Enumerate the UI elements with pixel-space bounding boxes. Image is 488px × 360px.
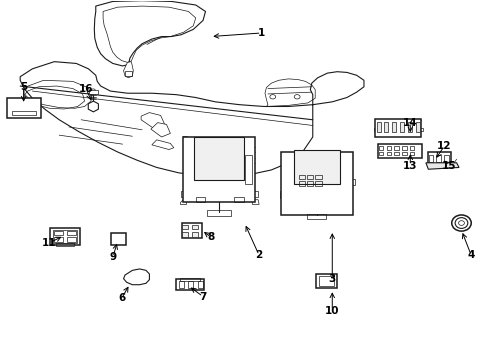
Bar <box>111 233 126 245</box>
Bar <box>298 181 305 186</box>
Bar <box>8 108 13 111</box>
Bar <box>409 146 414 149</box>
Bar <box>386 152 390 155</box>
Bar <box>418 128 423 131</box>
Bar <box>378 152 383 155</box>
Bar <box>67 237 76 242</box>
Polygon shape <box>123 269 149 285</box>
Bar <box>244 155 251 184</box>
Bar <box>194 137 244 180</box>
Polygon shape <box>141 113 165 130</box>
Text: 11: 11 <box>42 238 57 248</box>
Polygon shape <box>123 62 133 78</box>
Text: 16: 16 <box>79 84 93 94</box>
Polygon shape <box>180 200 185 204</box>
Bar <box>53 230 77 243</box>
Polygon shape <box>20 62 363 176</box>
Bar <box>188 282 193 288</box>
Bar <box>427 152 450 165</box>
Bar <box>394 146 398 149</box>
Bar <box>280 152 352 215</box>
Bar <box>315 175 321 179</box>
Bar <box>399 122 403 132</box>
Bar <box>391 122 395 132</box>
Text: 14: 14 <box>402 118 417 128</box>
Polygon shape <box>88 101 98 112</box>
Bar <box>315 181 321 186</box>
Bar <box>54 231 62 235</box>
Bar <box>394 152 398 155</box>
Text: 7: 7 <box>199 292 206 302</box>
Bar <box>207 210 230 216</box>
Bar <box>198 282 203 288</box>
Polygon shape <box>425 163 458 169</box>
Bar <box>124 71 132 76</box>
Bar <box>407 122 411 132</box>
Text: 6: 6 <box>118 293 125 303</box>
Bar <box>384 122 387 132</box>
Bar <box>183 137 255 202</box>
Bar <box>67 231 76 235</box>
Bar <box>409 152 414 155</box>
Bar <box>293 150 339 184</box>
Text: 4: 4 <box>467 250 474 260</box>
Bar <box>443 154 447 162</box>
Bar <box>233 197 243 202</box>
Bar <box>376 122 380 132</box>
Bar <box>56 243 74 246</box>
Bar <box>12 111 36 116</box>
Text: 13: 13 <box>402 161 417 171</box>
Text: 9: 9 <box>109 252 116 262</box>
Text: 15: 15 <box>441 161 456 171</box>
Bar <box>35 108 40 111</box>
Bar <box>402 146 406 149</box>
Bar <box>386 146 390 149</box>
Text: 5: 5 <box>20 82 27 92</box>
Polygon shape <box>252 200 259 204</box>
Text: 3: 3 <box>328 274 335 284</box>
Text: 1: 1 <box>257 28 264 38</box>
Bar <box>182 225 187 229</box>
Bar <box>373 128 378 131</box>
Bar <box>182 232 187 237</box>
Bar <box>306 215 326 219</box>
Bar <box>374 119 420 137</box>
Bar <box>435 154 440 162</box>
Bar <box>182 224 201 238</box>
Bar <box>89 90 98 94</box>
Bar <box>306 175 313 179</box>
Bar <box>298 175 305 179</box>
Bar <box>7 98 41 118</box>
Bar <box>378 146 383 149</box>
Bar <box>306 181 313 186</box>
Bar <box>54 237 62 242</box>
Polygon shape <box>94 1 205 66</box>
Bar <box>178 282 183 288</box>
Bar <box>195 197 205 202</box>
Bar <box>180 278 199 281</box>
Polygon shape <box>152 140 173 149</box>
Text: 10: 10 <box>325 306 339 316</box>
Bar <box>191 225 197 229</box>
Bar <box>316 274 336 288</box>
Bar <box>50 228 80 245</box>
Bar <box>319 276 333 286</box>
Bar <box>377 144 421 158</box>
Text: 8: 8 <box>207 232 215 242</box>
Ellipse shape <box>451 215 470 231</box>
Text: 2: 2 <box>255 250 262 260</box>
Bar <box>191 232 197 237</box>
Text: 12: 12 <box>436 141 451 151</box>
Bar <box>402 152 406 155</box>
Polygon shape <box>151 123 170 137</box>
Bar <box>175 279 203 291</box>
Bar <box>415 122 419 132</box>
Bar <box>427 154 432 162</box>
